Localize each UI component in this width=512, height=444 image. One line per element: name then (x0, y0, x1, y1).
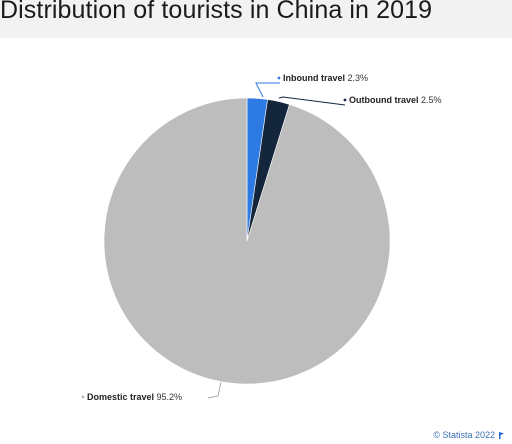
pie-slice-domestic-travel[interactable] (103, 97, 391, 385)
legend-dot-domestic-travel (81, 395, 85, 399)
credit-text: © Statista 2022 (433, 430, 495, 440)
chart-card: Inbound travel 2.3% Outbound travel 2.5% D… (0, 38, 512, 444)
data-label-name: Domestic travel (87, 392, 154, 402)
data-label-outbound-travel: Outbound travel 2.5% (349, 95, 442, 105)
data-label-value: 2.3% (345, 73, 368, 83)
page-title: Distribution of tourists in China in 201… (0, 0, 433, 24)
data-label-domestic-travel: Domestic travel 95.2% (87, 392, 182, 402)
pie-chart: Inbound travel 2.3% Outbound travel 2.5% D… (81, 73, 442, 402)
leader-line-inbound-travel (255, 82, 280, 98)
data-label-inbound-travel: Inbound travel 2.3% (283, 73, 368, 83)
data-label-value: 95.2% (154, 392, 182, 402)
leader-line-outbound-travel (278, 96, 346, 106)
flag-icon (499, 432, 504, 439)
data-label-value: 2.5% (419, 95, 442, 105)
data-label-name: Outbound travel (349, 95, 419, 105)
statista-credit[interactable]: © Statista 2022 (433, 430, 504, 440)
legend-dot-outbound-travel (343, 98, 347, 102)
data-label-name: Inbound travel (283, 73, 345, 83)
legend-dot-inbound-travel (277, 76, 281, 80)
leader-line-domestic-travel (207, 381, 222, 399)
